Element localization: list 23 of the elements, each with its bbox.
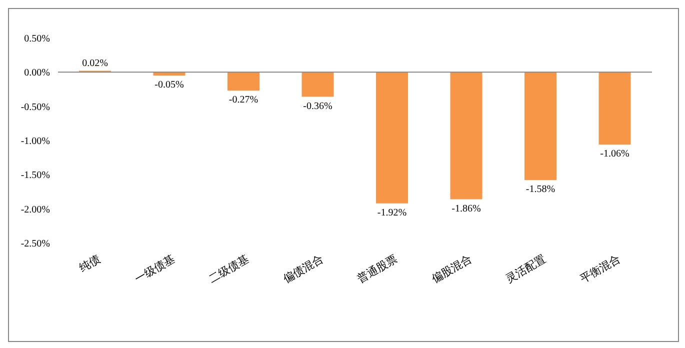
y-tick-label: -1.50% [20,170,50,182]
x-tick-label: 二级债基 [206,252,252,286]
y-tick-label: 0.50% [24,34,50,45]
x-tick-label: 偏股混合 [429,252,474,286]
x-tick-label: 灵活配置 [504,253,548,286]
x-tick-label: 纯债 [78,253,103,275]
x-tick-label: 普通股票 [355,252,400,286]
y-tick-label: -2.50% [20,238,50,250]
data-label: -0.27% [228,94,258,106]
data-label: -0.05% [154,80,184,91]
x-tick-label: 偏债混合 [280,252,326,286]
x-tick-label: 平衡混合 [578,252,622,286]
y-tick-label: 0.00% [24,68,50,79]
data-label: -1.58% [526,184,556,196]
data-label: 0.02% [82,58,108,69]
y-tick-label: -0.50% [20,102,50,113]
data-label: -0.36% [303,100,332,112]
data-label: -1.06% [600,148,630,160]
y-tick-label: -2.00% [20,204,50,216]
x-tick-label: 一级债基 [132,252,177,286]
data-label: -1.86% [452,203,481,214]
data-label: -1.92% [377,207,407,218]
y-tick-label: -1.00% [20,136,50,148]
